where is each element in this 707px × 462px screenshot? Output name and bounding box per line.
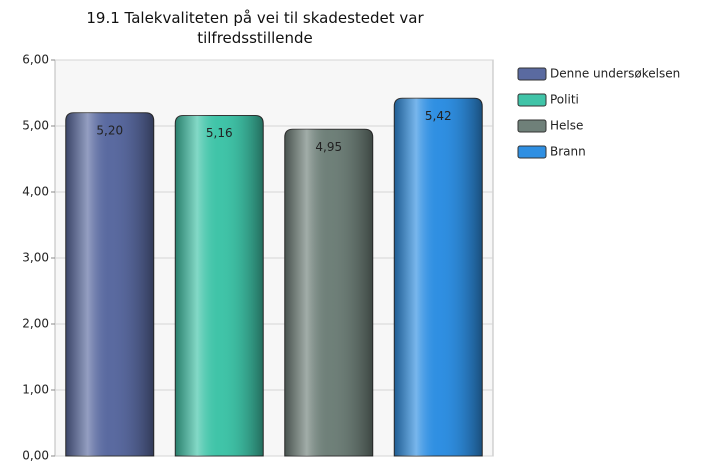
legend-label: Politi — [550, 93, 579, 107]
legend-label: Brann — [550, 145, 586, 159]
legend-swatch — [517, 145, 547, 159]
bar-shade — [65, 112, 154, 457]
y-tick-label: 6,00 — [22, 53, 49, 67]
data-label: 5,42 — [425, 109, 452, 123]
data-label: 5,16 — [206, 126, 233, 140]
data-label: 5,20 — [96, 123, 123, 137]
bar-shade — [175, 115, 264, 456]
y-tick-label: 5,00 — [22, 119, 49, 133]
bar-shade — [394, 98, 483, 456]
legend-label: Denne undersøkelsen — [550, 67, 680, 81]
y-tick-label: 0,00 — [22, 449, 49, 462]
y-tick-label: 4,00 — [22, 185, 49, 199]
legend-label: Helse — [550, 119, 583, 133]
bar-shade — [284, 129, 373, 457]
legend-swatch — [517, 119, 547, 133]
y-tick-label: 2,00 — [22, 317, 49, 331]
y-tick-label: 1,00 — [22, 383, 49, 397]
y-tick-label: 3,00 — [22, 251, 49, 265]
data-label: 4,95 — [315, 140, 342, 154]
chart-title: 19.1 Talekvaliteten på vei til skadested… — [86, 9, 424, 47]
legend-swatch — [517, 93, 547, 107]
legend-swatch — [517, 67, 547, 81]
